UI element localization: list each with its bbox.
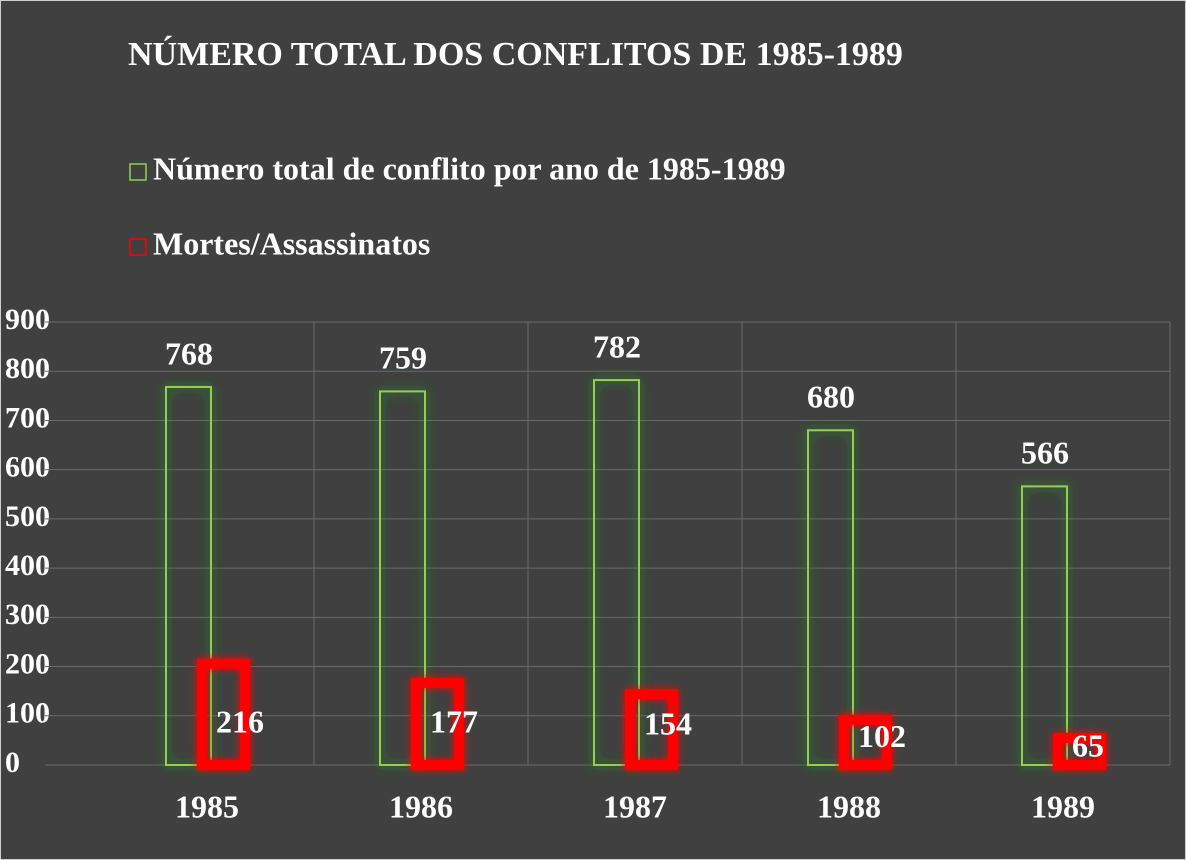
bar [839,714,892,770]
chart-title: NÚMERO TOTAL DOS CONFLITOS DE 1985-1989 [128,35,903,73]
y-tick-label: 300 [5,598,50,631]
y-tick-label: 800 [5,352,50,385]
y-tick-label: 0 [5,746,20,779]
bar [411,677,464,770]
x-tick-label: 1987 [603,788,667,824]
x-tick-label: 1988 [817,788,881,824]
bar [1053,733,1106,770]
y-tick-label: 700 [5,401,50,434]
bar [165,385,212,766]
y-tick-label: 900 [5,303,50,336]
value-label: 216 [216,703,264,739]
value-label: 768 [165,335,213,371]
value-label: 154 [644,705,692,741]
legend-label: Número total de conflito por ano de 1985… [153,150,786,186]
legend-swatch [129,163,147,181]
value-label: 566 [1021,435,1069,471]
x-tick-label: 1986 [389,788,453,824]
y-tick-label: 600 [5,451,50,484]
value-label: 177 [430,703,478,739]
bar [1021,485,1068,766]
x-tick-label: 1989 [1031,788,1095,824]
bar [593,379,640,766]
y-tick-label: 400 [5,549,50,582]
y-tick-label: 500 [5,500,50,533]
bar [625,689,678,770]
bar [379,390,426,766]
value-label: 759 [379,340,427,376]
value-label: 680 [807,379,855,415]
y-tick-label: 200 [5,647,50,680]
value-label: 782 [593,328,641,364]
y-tick-label: 100 [5,697,50,730]
legend-label: Mortes/Assassinatos [153,225,430,261]
value-label: 65 [1072,727,1104,763]
value-label: 102 [858,718,906,754]
bar [807,429,854,766]
x-tick-label: 1985 [175,788,239,824]
bar [197,658,250,770]
legend-swatch [129,238,147,256]
